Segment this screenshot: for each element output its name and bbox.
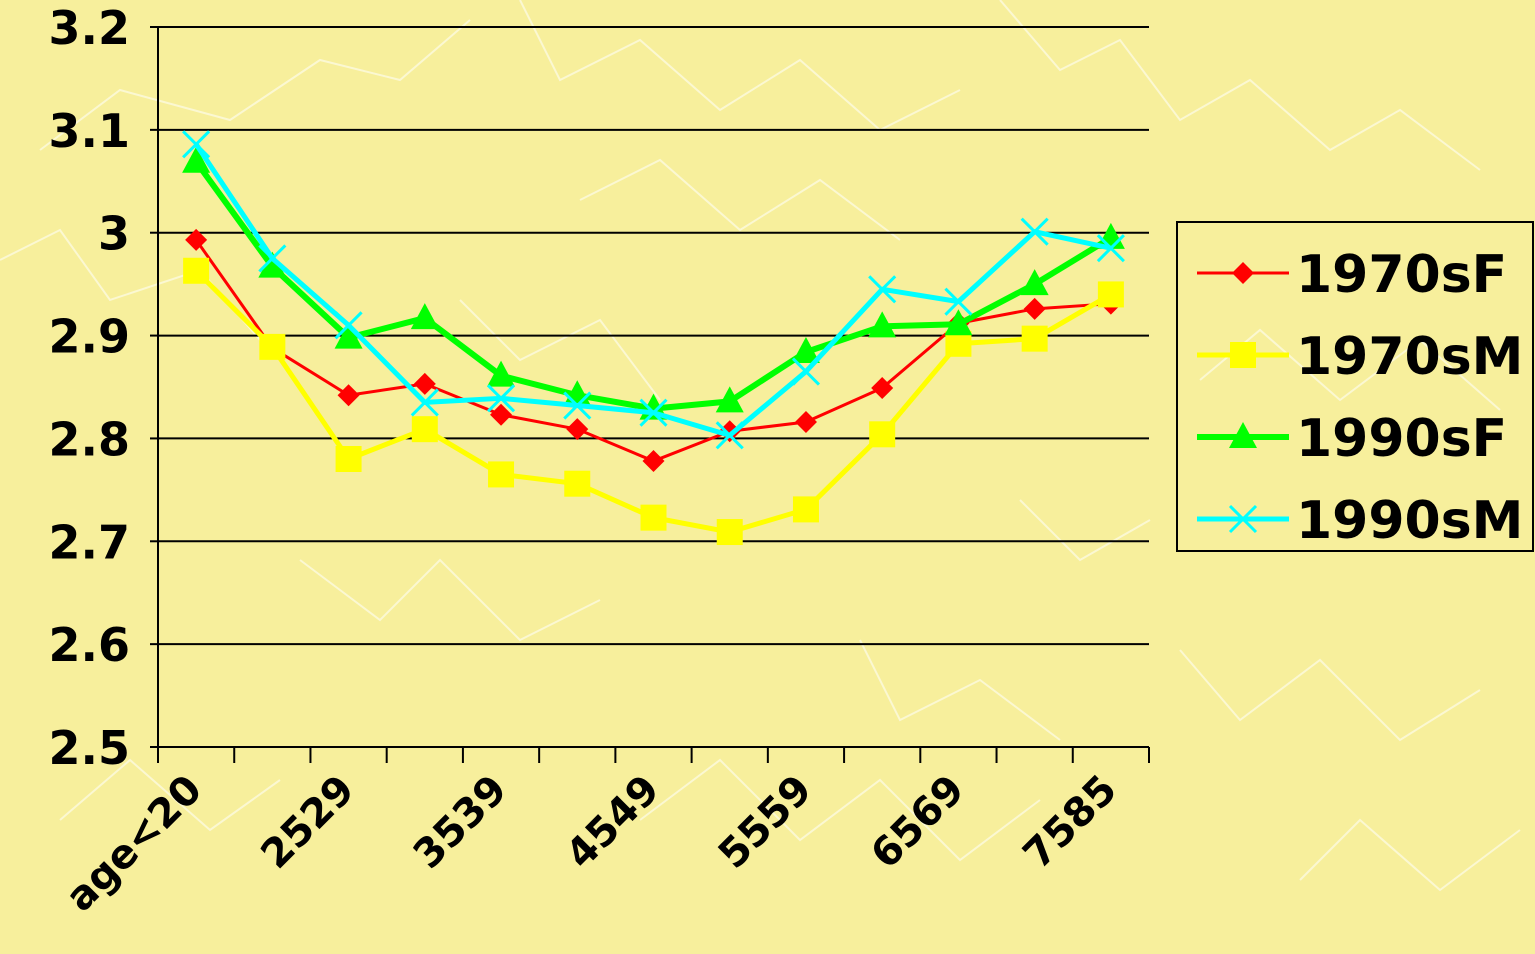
y-tick-label: 3 — [98, 207, 130, 261]
data-point — [259, 333, 286, 360]
x-tick-label: 4549 — [557, 767, 668, 878]
y-tick-label: 2.6 — [49, 618, 131, 672]
y-tick-label: 2.9 — [49, 310, 131, 364]
data-point — [337, 384, 360, 407]
legend-marker — [1229, 422, 1257, 448]
data-point — [182, 146, 211, 173]
legend-label: 1990sM — [1296, 491, 1523, 551]
data-point — [1021, 325, 1048, 352]
data-point — [1023, 297, 1046, 320]
data-point — [871, 377, 894, 400]
data-point — [411, 416, 438, 443]
data-point — [944, 309, 973, 336]
x-tick-label: 5559 — [710, 767, 821, 878]
data-point — [413, 372, 436, 395]
data-point — [258, 244, 287, 273]
data-point — [487, 360, 516, 387]
data-point — [564, 470, 591, 497]
y-tick-label: 3.2 — [49, 1, 131, 55]
data-point — [715, 386, 744, 413]
data-point — [1020, 269, 1049, 296]
legend-box — [1176, 221, 1534, 552]
legend-label: 1990sF — [1296, 409, 1507, 469]
data-point — [488, 461, 515, 488]
background-pattern — [0, 0, 1521, 892]
data-point — [791, 337, 820, 364]
y-tick-label: 2.8 — [49, 412, 131, 466]
data-point — [182, 130, 211, 159]
data-point — [716, 519, 743, 546]
data-point — [410, 388, 439, 417]
data-point — [1096, 234, 1125, 263]
data-point — [868, 275, 897, 304]
data-point — [1020, 217, 1049, 246]
y-tick-label: 2.7 — [49, 515, 131, 569]
x-tick-label: 3539 — [405, 767, 516, 878]
data-point — [334, 322, 363, 349]
data-point — [486, 384, 516, 413]
data-point — [563, 391, 592, 420]
legend-marker — [1232, 262, 1254, 284]
y-tick-label: 2.5 — [49, 721, 131, 775]
data-point — [794, 410, 817, 433]
data-point — [868, 311, 897, 338]
series-line-1970sF — [194, 239, 1111, 463]
x-tick-label: 2529 — [252, 767, 363, 878]
legend: 1970sF 1970sM 1990sF 1990sM — [1176, 221, 1534, 552]
data-point — [1097, 281, 1124, 308]
x-tick-label: age<20 — [57, 767, 211, 921]
plot-area: 2.5 2.6 2.7 2.8 2.9 3 3.1 3.2 age<20 2529 3539 4549… — [49, 1, 1150, 921]
data-point — [410, 303, 439, 330]
data-point — [258, 251, 287, 278]
legend-marker — [1228, 504, 1258, 534]
data-point — [335, 446, 362, 472]
data-point — [185, 228, 208, 251]
y-tick-label: 3.1 — [49, 104, 131, 158]
legend-label: 1970sM — [1296, 327, 1523, 387]
data-point — [183, 257, 210, 284]
data-point — [792, 496, 819, 523]
x-tick-label: 7585 — [1015, 767, 1126, 878]
data-point — [566, 418, 589, 441]
data-point — [639, 398, 668, 427]
data-point — [715, 421, 744, 450]
data-point — [640, 504, 667, 531]
data-point — [944, 287, 973, 316]
data-point — [869, 421, 896, 448]
data-point — [642, 450, 665, 473]
legend-marker — [1230, 342, 1256, 368]
data-point — [791, 357, 821, 386]
data-point — [490, 403, 513, 426]
x-tick-label: 6569 — [862, 767, 973, 878]
data-point — [334, 311, 363, 340]
data-point — [718, 420, 741, 443]
legend-label: 1970sF — [1296, 245, 1507, 305]
